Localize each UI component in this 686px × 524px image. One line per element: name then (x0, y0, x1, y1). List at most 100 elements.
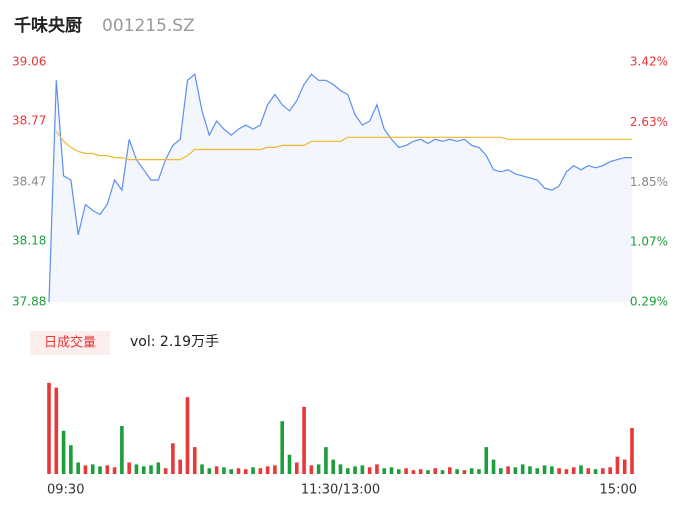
volume-bar (564, 469, 569, 474)
volume-bar (360, 465, 365, 474)
average-line (55, 130, 632, 161)
volume-bar (579, 465, 583, 474)
volume-bar (513, 467, 518, 474)
volume-bar (156, 462, 161, 474)
x-tick-label: 15:00 (600, 483, 637, 498)
volume-bar (141, 466, 146, 474)
volume-bar (214, 466, 219, 474)
volume-bar (535, 468, 540, 474)
volume-bar (127, 462, 131, 474)
volume-bar (222, 467, 226, 474)
volume-bar (294, 462, 299, 474)
stock-name: 千味央厨 (14, 15, 82, 36)
volume-bar (287, 454, 292, 474)
volume-bar (375, 464, 379, 474)
price-line (48, 73, 632, 303)
volume-bar (149, 465, 153, 474)
volume-bar (389, 467, 394, 474)
volume-bar (258, 468, 263, 474)
volume-bar (528, 466, 532, 474)
volume-title-box (30, 331, 110, 355)
volume-bar (499, 468, 503, 474)
volume-bar (76, 462, 80, 474)
volume-bar (455, 469, 459, 474)
volume-bar (185, 397, 190, 474)
volume-bar (47, 382, 51, 474)
x-tick-label: 11:30/13:00 (301, 483, 380, 498)
volume-bar (520, 464, 525, 474)
volume-bar (440, 470, 445, 474)
volume-bar (469, 468, 474, 474)
volume-bar (433, 468, 438, 474)
volume-bar (601, 468, 605, 474)
volume-bar (200, 464, 204, 474)
volume-bar (448, 467, 452, 474)
volume-bar (178, 459, 182, 474)
y2-tick-label: 0.29% (630, 295, 668, 309)
volume-bar (397, 469, 401, 474)
y-tick-label: 37.88 (12, 295, 46, 309)
volume-bar (61, 430, 66, 474)
stock-code: 001215.SZ (102, 16, 195, 36)
volume-bar (571, 467, 576, 474)
volume-bar (273, 465, 277, 474)
y2-tick-label: 2.63% (630, 115, 668, 129)
volume-bar (90, 464, 95, 474)
y2-tick-label: 1.85% (630, 175, 668, 189)
volume-bar (207, 468, 212, 474)
volume-bar (105, 465, 110, 474)
volume-bar (426, 470, 430, 474)
volume-bar (367, 467, 372, 474)
volume-bar (557, 468, 561, 474)
volume-bar (542, 465, 547, 474)
volume-bar (345, 468, 350, 474)
volume-bar (302, 406, 306, 474)
volume-bar (54, 387, 59, 474)
volume-bar (477, 469, 481, 474)
volume-bar (462, 470, 467, 474)
volume-bar (309, 465, 314, 474)
volume-bar (280, 421, 284, 474)
volume-bar (331, 459, 336, 474)
y-tick-label: 39.06 (12, 55, 46, 69)
volume-bar (353, 466, 357, 474)
volume-bar (134, 464, 139, 474)
volume-bar (163, 468, 168, 474)
volume-bar (265, 466, 270, 474)
y2-tick-label: 1.07% (630, 235, 668, 249)
volume-total: vol: 2.19万手 (130, 334, 219, 350)
volume-bar (338, 464, 343, 474)
volume-bar (615, 456, 620, 474)
volume-bar (382, 468, 387, 474)
volume-bar (192, 447, 197, 474)
volume-bar (484, 447, 489, 474)
volume-bar (324, 447, 328, 474)
volume-bar (630, 427, 634, 474)
y-tick-label: 38.47 (12, 175, 46, 189)
price-area (49, 74, 632, 302)
volume-bar (506, 466, 510, 474)
volume-bar (550, 466, 554, 474)
volume-bar (491, 459, 496, 474)
volume-bar (622, 459, 627, 474)
volume-bar (171, 443, 175, 474)
volume-bar (83, 465, 88, 474)
x-tick-label: 09:30 (47, 483, 84, 498)
volume-bar (69, 445, 73, 474)
volume-bar (586, 468, 591, 474)
volume-bar (316, 464, 321, 474)
volume-bar (593, 469, 598, 474)
y2-tick-label: 3.42% (630, 55, 668, 69)
volume-bar (404, 468, 408, 474)
volume-bar (229, 469, 233, 474)
volume-bar (251, 467, 255, 474)
volume-bar (236, 468, 241, 474)
volume-bar (98, 466, 102, 474)
volume-bar (418, 469, 423, 474)
volume-bar (411, 470, 416, 474)
volume-bar (120, 426, 124, 474)
volume-bar (608, 467, 612, 474)
y-tick-label: 38.77 (12, 113, 46, 127)
y-tick-label: 38.18 (12, 233, 46, 247)
